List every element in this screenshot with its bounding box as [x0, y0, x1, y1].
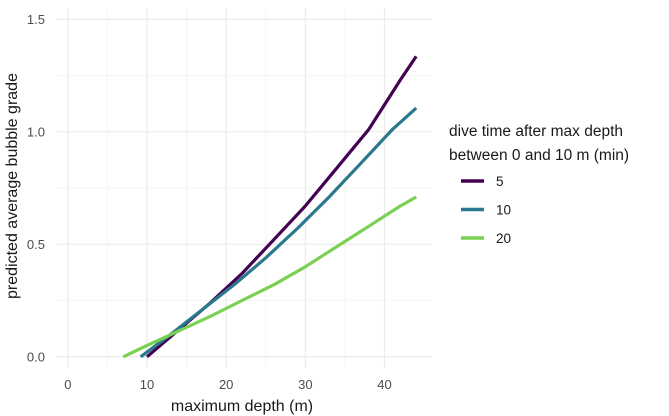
series-line-10 — [139, 106, 418, 359]
legend-title-line2: between 0 and 10 m (min) — [449, 147, 629, 164]
y-tick-label: 1.5 — [27, 12, 45, 27]
y-tick-label: 0.5 — [27, 237, 45, 252]
series-line-5 — [145, 55, 418, 359]
x-axis-ticks: 0 10 20 30 40 — [64, 377, 391, 392]
x-tick-label: 10 — [140, 377, 154, 392]
legend-label-5: 5 — [496, 174, 504, 189]
y-tick-label: 1.0 — [27, 124, 45, 139]
x-tick-label: 20 — [219, 377, 233, 392]
legend-label-20: 20 — [496, 231, 511, 246]
series-line-20 — [122, 195, 417, 359]
legend-label-10: 10 — [496, 203, 511, 218]
x-tick-label: 0 — [64, 377, 71, 392]
legend: dive time after max depth between 0 and … — [449, 123, 629, 246]
x-tick-label: 30 — [298, 377, 312, 392]
legend-title-line1: dive time after max depth — [449, 123, 623, 140]
y-axis-title: predicted average bubble grade — [4, 73, 21, 299]
x-tick-label: 40 — [377, 377, 391, 392]
grid-lines — [56, 8, 432, 368]
legend-items: 5 10 20 — [461, 174, 511, 246]
series-lines — [122, 55, 418, 359]
y-axis-ticks: 0.0 0.5 1.0 1.5 — [27, 12, 45, 365]
x-axis-title: maximum depth (m) — [171, 398, 313, 415]
y-tick-label: 0.0 — [27, 349, 45, 364]
